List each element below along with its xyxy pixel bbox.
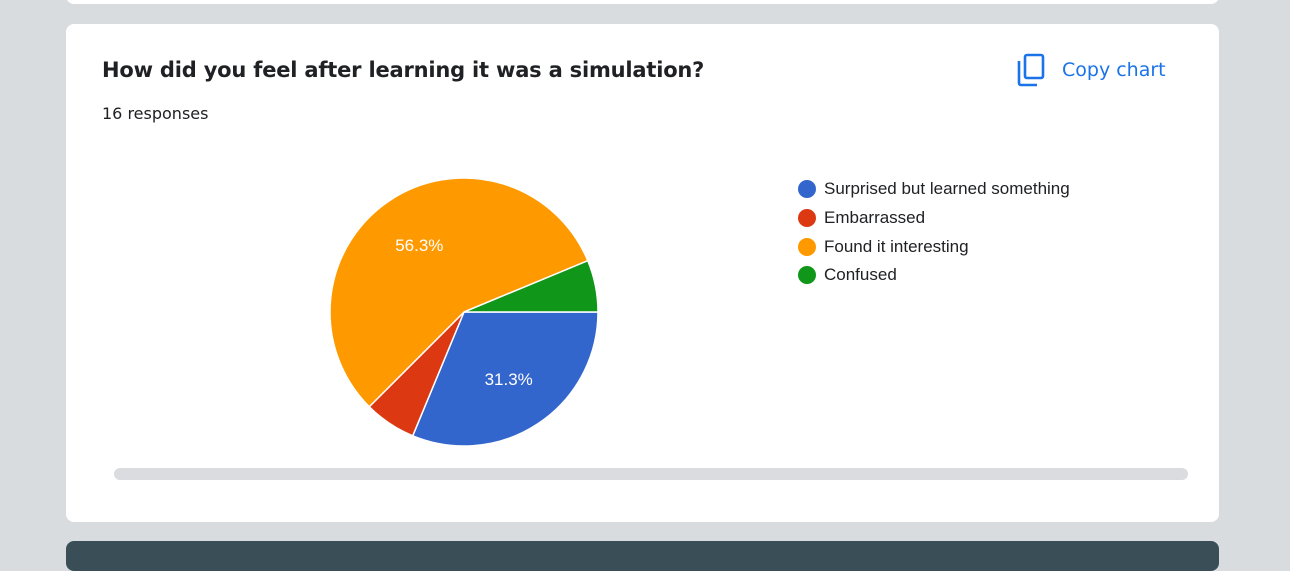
legend-label: Surprised but learned something (824, 179, 1070, 199)
pie-slice-3 (463, 259, 599, 313)
chart-legend: Surprised but learned something Embarrass… (798, 175, 1070, 290)
pie-data-label-2: 56.3% (395, 236, 443, 255)
legend-item: Found it interesting (798, 232, 1070, 261)
legend-label: Found it interesting (824, 236, 969, 256)
legend-item: Confused (798, 261, 1070, 290)
legend-item: Surprised but learned something (798, 175, 1070, 204)
question-summary-card: How did you feel after learning it was a… (66, 24, 1219, 522)
legend-swatch (798, 266, 816, 285)
legend-item: Embarrassed (798, 204, 1070, 233)
copy-chart-button[interactable]: Copy chart (1016, 50, 1166, 90)
previous-card (66, 0, 1219, 4)
question-title: How did you feel after learning it was a… (102, 58, 705, 82)
pie-slice-2 (329, 177, 589, 408)
pie-slice-0 (411, 311, 599, 447)
copy-icon (1017, 53, 1045, 87)
copy-chart-label: Copy chart (1062, 59, 1166, 81)
legend-label: Embarrassed (824, 208, 926, 228)
horizontal-scrollbar[interactable] (114, 468, 1188, 480)
legend-swatch (798, 237, 816, 256)
pie-chart: 31.3% 56.3% (329, 177, 599, 447)
legend-swatch (798, 180, 816, 199)
legend-swatch (798, 209, 816, 228)
pie-data-label-0: 31.3% (485, 370, 533, 389)
legend-label: Confused (824, 265, 897, 285)
response-count: 16 responses (102, 104, 209, 123)
